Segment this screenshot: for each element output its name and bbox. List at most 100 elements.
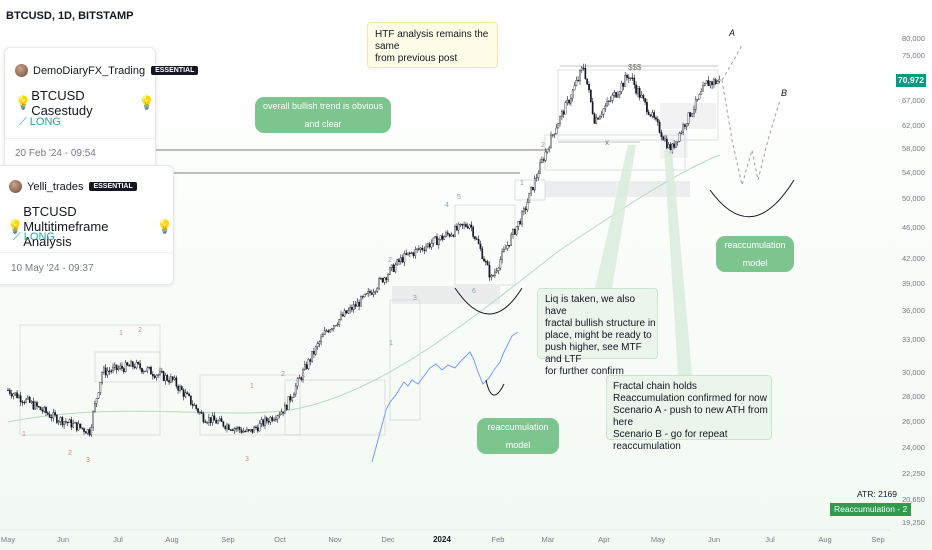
- card-author-row[interactable]: DemoDiaryFX_Trading ESSENTIAL: [15, 64, 199, 77]
- candle-up: [144, 370, 147, 373]
- candle-down: [39, 406, 42, 411]
- candle-down: [638, 87, 641, 98]
- htf-note[interactable]: HTF analysis remains the same from previ…: [367, 22, 498, 68]
- card-title-text: BTCUSD Casestudy: [31, 88, 93, 118]
- scenario-b-path: [721, 79, 781, 186]
- candle-up: [304, 364, 306, 371]
- idea-card-2[interactable]: Yelli_trades ESSENTIAL 💡 BTCUSD Multitim…: [0, 165, 174, 285]
- fractal-box: [19, 324, 161, 436]
- candle-down: [186, 392, 188, 395]
- candle-up: [155, 375, 158, 378]
- candle-up: [718, 78, 721, 82]
- candle-down: [128, 365, 131, 367]
- price-tick-label: 42,000: [902, 254, 925, 263]
- candle-up: [233, 428, 236, 431]
- candle-up: [226, 424, 228, 429]
- candle-up: [709, 81, 712, 87]
- candle-up: [550, 134, 552, 149]
- candle-down: [401, 257, 404, 263]
- candle-up: [264, 417, 266, 426]
- candle-down: [405, 252, 408, 255]
- candle-down: [392, 264, 395, 272]
- price-tick-label: 39,000: [902, 279, 925, 288]
- candle-up: [557, 123, 560, 129]
- candle-down: [428, 243, 431, 248]
- liq-note[interactable]: Liq is taken, we also have fractal bulli…: [537, 288, 658, 377]
- candle-up: [322, 334, 324, 338]
- candle-up: [273, 419, 275, 421]
- candle-down: [309, 359, 312, 362]
- time-axis: May Jun Jul Aug Sep Oct Nov Dec 2024 Feb Mar Apr May…: [0, 529, 890, 544]
- candle-up: [609, 100, 612, 102]
- candle-up: [360, 296, 362, 307]
- candle-up: [599, 116, 601, 120]
- candle-up: [559, 116, 561, 124]
- candle-up: [334, 325, 337, 327]
- candle-up: [331, 328, 333, 330]
- fractal-box: [557, 69, 719, 141]
- bullish-trend-label[interactable]: overall bullish trend is obvious and cle…: [255, 97, 391, 133]
- reacc-model-label-1[interactable]: reaccumulation model: [716, 236, 794, 272]
- candle-up: [253, 426, 255, 433]
- candle-up: [287, 396, 290, 410]
- candle-up: [296, 378, 299, 387]
- moving-average: [7, 154, 721, 423]
- candle-down: [220, 418, 223, 422]
- candle-down: [19, 395, 22, 403]
- candle-down: [485, 261, 487, 263]
- time-tick-label: Aug: [165, 535, 178, 544]
- candle-up: [566, 99, 569, 103]
- wave-number: 1: [250, 383, 254, 390]
- essential-badge: ESSENTIAL: [89, 182, 137, 191]
- price-tick-label: 58,000: [902, 144, 925, 153]
- wave-number: 1: [520, 180, 524, 187]
- card-divider: [0, 252, 173, 253]
- reacc-model-label-2[interactable]: reaccumulation model: [477, 418, 559, 454]
- trend-up-icon: ⟋: [13, 231, 21, 243]
- candle-up: [687, 112, 690, 124]
- price-tick-label: 50,000: [902, 194, 925, 203]
- price-tick-label: 28,000: [902, 392, 925, 401]
- candle-up: [535, 177, 538, 179]
- time-tick-label: Apr: [598, 535, 610, 544]
- candle-up: [445, 232, 447, 237]
- sweep-label: x: [605, 138, 609, 147]
- candle-down: [65, 421, 67, 423]
- card-author-row[interactable]: Yelli_trades ESSENTIAL: [9, 180, 137, 193]
- candle-up: [14, 392, 17, 395]
- time-tick-label: 2024: [433, 535, 451, 544]
- last-price-tag: 70,972: [896, 74, 926, 87]
- candle-down: [305, 364, 308, 369]
- candle-up: [539, 162, 541, 174]
- candle-up: [713, 79, 715, 85]
- candle-up: [258, 423, 261, 432]
- candle-up: [92, 411, 94, 428]
- candle-up: [515, 226, 518, 235]
- candle-up: [575, 79, 578, 86]
- symbol-title: BTCUSD, 1D, BITSTAMP: [6, 10, 134, 22]
- candle-up: [546, 148, 549, 153]
- candle-up: [700, 90, 703, 95]
- reaccumulation-arc: [709, 179, 795, 217]
- card-divider: [5, 138, 155, 139]
- candle-down: [251, 429, 254, 433]
- candle-down: [684, 124, 686, 127]
- candle-down: [41, 409, 44, 412]
- time-tick-label: Jul: [113, 535, 123, 544]
- candle-down: [126, 362, 129, 366]
- wave-number: 6: [472, 288, 476, 295]
- candle-up: [68, 419, 71, 424]
- fractal-note[interactable]: Fractal chain holds Reaccumulation confi…: [606, 375, 772, 452]
- candle-down: [590, 89, 592, 102]
- candle-down: [66, 421, 69, 424]
- candle-up: [416, 248, 418, 250]
- candle-up: [333, 325, 335, 330]
- candle-down: [188, 393, 190, 396]
- candle-down: [238, 427, 241, 430]
- candle-down: [75, 422, 78, 431]
- candle-up: [497, 267, 500, 272]
- candle-up: [561, 111, 563, 117]
- candle-up: [72, 423, 74, 428]
- idea-card-1[interactable]: DemoDiaryFX_Trading ESSENTIAL 💡 BTCUSD C…: [4, 47, 199, 169]
